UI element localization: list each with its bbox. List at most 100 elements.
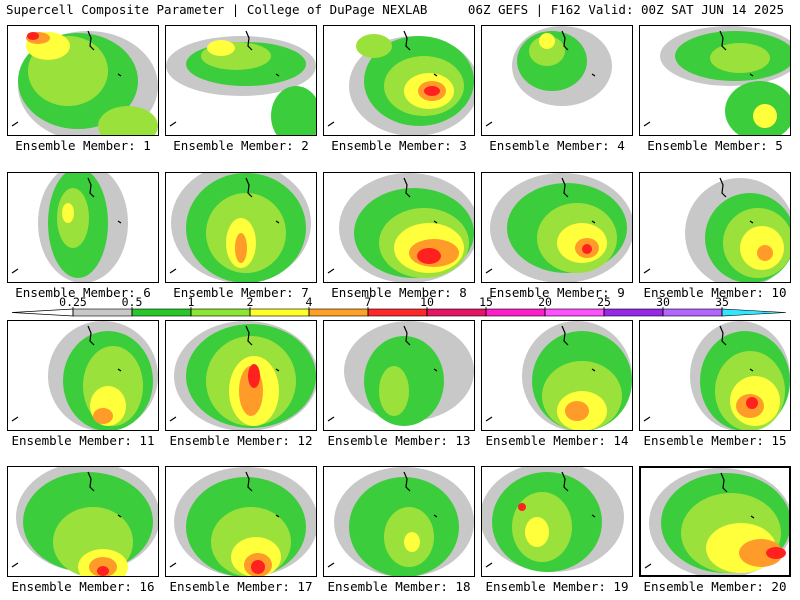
ensemble-member-map	[7, 466, 159, 577]
colorbar-segment	[308, 308, 369, 317]
colorbar-tick-label: 1	[188, 296, 195, 309]
ensemble-member-map	[323, 25, 475, 136]
ensemble-member-map	[323, 320, 475, 431]
colorbar-segment	[603, 308, 664, 317]
scp-field-plot	[485, 173, 632, 282]
colorbar-segment	[367, 308, 428, 317]
coastline-outline	[327, 325, 438, 422]
coastline-outline	[11, 30, 122, 127]
coastline-outline	[169, 30, 280, 127]
scp-contour-red	[518, 503, 526, 511]
coastline-outline	[169, 325, 280, 422]
colorbar-segment	[426, 308, 487, 317]
coastline-outline	[485, 471, 596, 568]
ensemble-member-map	[165, 320, 317, 431]
ensemble-member-map	[639, 25, 791, 136]
scp-contour-yellow	[62, 203, 74, 223]
coastline-outline	[169, 471, 280, 568]
colorbar-segment	[485, 308, 546, 317]
scp-contour-red	[251, 560, 265, 574]
coastline-outline	[643, 177, 754, 274]
coastline-outline	[644, 472, 755, 569]
scp-field-plot	[643, 321, 790, 430]
ensemble-member-map	[481, 172, 633, 283]
colorbar-tick-label: 2	[247, 296, 254, 309]
scp-field-plot	[643, 177, 790, 282]
coastline-outline	[485, 177, 596, 274]
scp-field-plot	[485, 26, 612, 127]
colorbar-tick-label: 0.5	[122, 296, 143, 309]
ensemble-member-label: Ensemble Member: 4	[489, 138, 625, 153]
scp-field-plot	[169, 467, 316, 576]
colorbar-tick-label: 0.25	[59, 296, 87, 309]
scp-contour-orange	[757, 245, 773, 261]
colorbar-tick-label: 15	[479, 296, 493, 309]
scp-contour-red	[582, 244, 592, 254]
scp-contour-red	[27, 32, 39, 40]
ensemble-member-map	[481, 466, 633, 577]
colorbar-segment	[544, 308, 605, 317]
ensemble-member-label: Ensemble Member: 6	[15, 285, 151, 300]
scp-contour-orange	[93, 408, 113, 424]
scp-field-plot	[327, 321, 474, 426]
coastline-outline	[11, 177, 122, 274]
scp-contour-red	[97, 566, 109, 576]
scp-contour-yellow	[753, 104, 777, 128]
coastline-outline	[485, 30, 596, 127]
run-valid-time: 06Z GEFS | F162 Valid: 00Z SAT JUN 14 20…	[467, 2, 784, 17]
coastline-outline	[643, 30, 754, 127]
ensemble-member-label: Ensemble Member: 5	[647, 138, 783, 153]
ensemble-member-map	[7, 172, 159, 283]
ensemble-member-label: Ensemble Member: 7	[173, 285, 309, 300]
coastline-outline	[485, 325, 596, 422]
scp-contour-lime	[710, 43, 770, 73]
ensemble-member-label: Ensemble Member: 14	[485, 433, 629, 448]
scp-contour-lime	[356, 34, 392, 58]
ensemble-member-label: Ensemble Member: 16	[11, 579, 155, 594]
colorbar-tick-label: 20	[538, 296, 552, 309]
colorbar-tick-label: 35	[715, 296, 729, 309]
ensemble-member-map	[165, 466, 317, 577]
scp-field-plot	[482, 467, 624, 572]
ensemble-member-label: Ensemble Member: 15	[643, 433, 787, 448]
ensemble-member-label: Ensemble Member: 11	[11, 433, 155, 448]
scp-field-plot	[11, 30, 158, 135]
ensemble-member-map	[481, 25, 633, 136]
scp-contour-green	[271, 86, 316, 135]
coastline-outline	[169, 177, 280, 274]
scp-field-plot	[11, 467, 158, 576]
coastline-outline	[327, 30, 438, 127]
scp-contour-orange	[235, 233, 247, 263]
colorbar-tick-label: 7	[365, 296, 372, 309]
ensemble-member-label: Ensemble Member: 1	[15, 138, 151, 153]
ensemble-member-label: Ensemble Member: 12	[169, 433, 313, 448]
colorbar-tick-label: 30	[656, 296, 670, 309]
color-scale-legend: 0.25 0.5 1 2 4 7 10 15 20 25 30 35	[11, 296, 787, 317]
ensemble-member-map	[639, 320, 791, 431]
scp-contour-yellow	[525, 517, 549, 547]
colorbar-segment	[662, 308, 723, 317]
scp-field-plot	[169, 321, 316, 430]
scp-contour-red	[766, 547, 786, 559]
scp-field-plot	[643, 26, 790, 135]
ensemble-member-label: Ensemble Member: 2	[173, 138, 309, 153]
scp-field-plot	[169, 173, 311, 282]
ensemble-member-map	[481, 320, 633, 431]
scp-contour-lime	[379, 366, 409, 416]
scp-contour-red	[746, 397, 758, 409]
ensemble-member-map	[323, 466, 475, 577]
scp-field-plot	[327, 173, 474, 282]
coastline-outline	[643, 325, 754, 422]
coastline-outline	[11, 471, 122, 568]
scp-contour-orange	[565, 401, 589, 421]
ensemble-member-label: Ensemble Member: 19	[485, 579, 629, 594]
colorbar-tick-label: 25	[597, 296, 611, 309]
map-title: Supercell Composite Parameter | College …	[6, 2, 428, 17]
colorbar-segment	[249, 308, 310, 317]
scp-contour-lime	[529, 36, 565, 66]
scp-field-plot	[327, 30, 474, 135]
scp-contour-orange	[739, 539, 783, 567]
ensemble-member-label: Ensemble Member: 8	[331, 285, 467, 300]
scp-contour-lime	[98, 106, 158, 135]
ensemble-member-map	[165, 172, 317, 283]
